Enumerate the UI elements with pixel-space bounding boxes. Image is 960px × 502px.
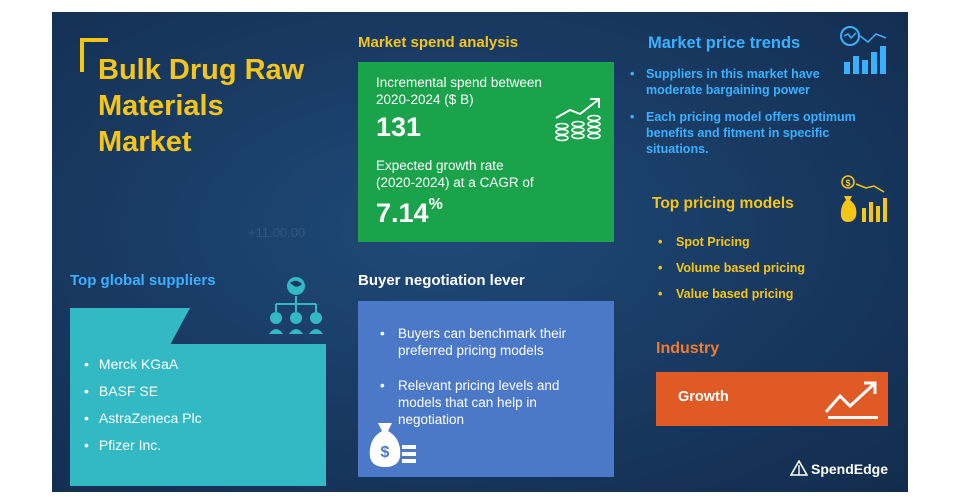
incremental-label-1: Incremental spend between: [376, 75, 542, 90]
supplier-item: BASF SE: [84, 381, 202, 408]
title-line-1: Bulk Drug Raw: [98, 54, 305, 86]
suppliers-flag: [70, 308, 190, 348]
buyer-item: Relevant pricing levels and models that …: [380, 377, 602, 428]
brand-logo: SpendEdge: [789, 459, 889, 477]
money-bag-icon: $: [369, 423, 416, 467]
svg-text:$: $: [381, 444, 390, 461]
supplier-item: AstraZeneca Plc: [84, 408, 202, 435]
page-title: Bulk Drug Raw Materials Market: [98, 52, 348, 160]
industry-heading: Industry: [656, 340, 720, 357]
industry-status: Growth: [678, 389, 729, 405]
title-line-3: Market: [98, 126, 192, 158]
price-trends-heading: Market price trends: [648, 34, 801, 52]
pricing-model-item: Spot Pricing: [658, 235, 750, 249]
growth-label-1: Expected growth rate: [376, 158, 504, 173]
growth-number: 7.14: [376, 198, 429, 228]
title-line-2: Materials: [98, 90, 224, 122]
title-bracket: [80, 38, 108, 72]
spendedge-logo-icon: [789, 459, 809, 476]
industry-status-box: Growth: [656, 372, 888, 426]
money-growth-icon: [555, 98, 601, 142]
supplier-item: Merck KGaA: [84, 354, 202, 381]
svg-text:$: $: [845, 178, 850, 188]
pricing-models-heading: Top pricing models: [652, 195, 794, 212]
growth-label-2: (2020-2024) at a CAGR of: [376, 175, 534, 190]
growth-unit: %: [428, 196, 443, 213]
buyer-item: Buyers can benchmark their preferred pri…: [380, 325, 602, 359]
pricing-model-item: Value based pricing: [658, 287, 793, 301]
infographic-panel: Bulk Drug Raw Materials Market +11.00.00…: [52, 12, 908, 492]
incremental-value: 131: [376, 112, 422, 142]
buyer-box: Buyers can benchmark their preferred pri…: [358, 301, 614, 477]
growth-arrow-icon: [824, 381, 878, 419]
background-watermark: +11.00.00: [248, 225, 306, 240]
price-trend-item: Suppliers in this market have moderate b…: [630, 66, 860, 98]
brand-name: SpendEdge: [811, 461, 889, 477]
suppliers-list: Merck KGaA BASF SE AstraZeneca Plc Pfize…: [84, 354, 202, 462]
suppliers-heading: Top global suppliers: [70, 272, 216, 289]
market-spend-heading: Market spend analysis: [358, 34, 519, 51]
pricing-model-item: Volume based pricing: [658, 261, 805, 275]
price-trend-item: Each pricing model offers optimum benefi…: [630, 109, 860, 157]
buyer-heading: Buyer negotiation lever: [358, 272, 525, 289]
supplier-item: Pfizer Inc.: [84, 435, 202, 462]
pricing-bars-icon: $: [840, 175, 887, 222]
globe-network-icon: [269, 277, 323, 334]
suppliers-box: Merck KGaA BASF SE AstraZeneca Plc Pfize…: [70, 344, 326, 486]
growth-value: 7.14%: [376, 196, 443, 229]
incremental-label-2: 2020-2024 ($ B): [376, 92, 474, 107]
market-spend-box: Incremental spend between 2020-2024 ($ B…: [358, 62, 614, 242]
